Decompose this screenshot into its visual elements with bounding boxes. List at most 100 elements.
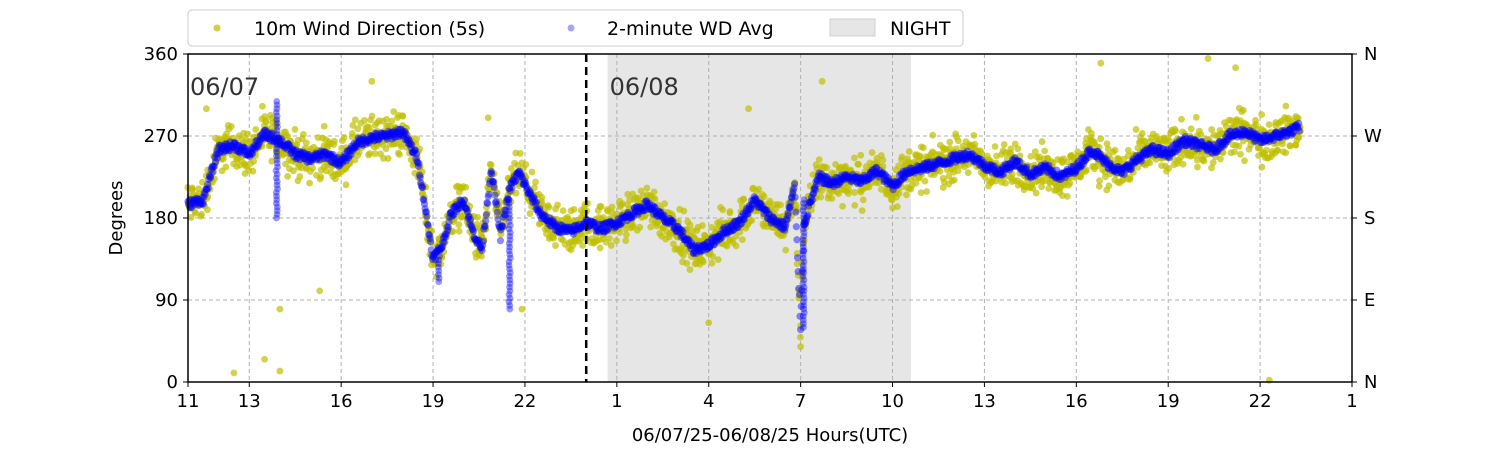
- wind-5s-point: [629, 222, 637, 230]
- wind-5s-point: [188, 186, 196, 194]
- wind-5s-point: [921, 177, 929, 185]
- wind-5s-point: [577, 235, 584, 243]
- wind-5s-point: [366, 150, 374, 157]
- wind-5s-point: [838, 172, 846, 180]
- wind-5s-point: [1095, 182, 1103, 190]
- wind-5s-point: [839, 202, 846, 210]
- wind-5s-point: [538, 194, 546, 201]
- wind-5s-point: [893, 203, 901, 211]
- wd-avg-point: [460, 196, 468, 204]
- wind-5s-point: [1282, 149, 1290, 157]
- wind-5s-point: [358, 143, 366, 151]
- wind-5s-point: [679, 251, 687, 259]
- wind-5s-point: [1087, 129, 1095, 137]
- wind-5s-point: [478, 252, 485, 260]
- wind-5s-point: [403, 124, 410, 132]
- wind-5s-point: [427, 239, 435, 247]
- legend-label-night: NIGHT: [890, 18, 951, 40]
- wd-avg-point: [427, 237, 435, 246]
- wind-5s-point: [431, 260, 439, 268]
- wind-5s-point: [782, 246, 790, 254]
- x-tick-label: 7: [795, 391, 806, 412]
- wind-5s-point: [390, 108, 398, 116]
- wind-5s-point: [354, 125, 362, 133]
- wind-5s-point: [723, 242, 731, 250]
- wind-5s-point: [1232, 64, 1239, 72]
- wind-5s-point: [495, 201, 503, 209]
- wind-5s-point: [454, 196, 462, 204]
- wind-5s-point: [349, 122, 357, 129]
- wind-5s-point: [719, 206, 727, 214]
- wind-5s-point: [382, 145, 390, 153]
- wd-avg-point: [482, 211, 490, 219]
- wind-5s-point: [991, 143, 999, 150]
- wind-5s-point: [509, 179, 517, 187]
- wind-5s-point: [817, 193, 825, 201]
- wind-5s-point: [222, 163, 230, 171]
- wind-5s-point: [669, 240, 677, 248]
- wind-5s-point: [624, 190, 632, 198]
- wind-5s-point: [371, 150, 379, 158]
- wind-5s-point: [552, 242, 559, 249]
- wd-avg-point: [412, 150, 421, 158]
- wind-5s-point: [219, 155, 227, 163]
- wind-5s-point: [531, 184, 538, 192]
- wind-5s-point: [748, 217, 756, 224]
- wind-5s-point: [616, 229, 624, 236]
- wind-5s-point: [340, 134, 348, 141]
- legend-marker-wind-5s: [213, 24, 221, 32]
- wind-5s-point: [428, 227, 436, 235]
- wind-5s-point: [1172, 127, 1179, 135]
- wind-5s-point: [699, 258, 707, 266]
- wind-5s-point: [709, 253, 717, 260]
- x-tick-label: 13: [238, 391, 261, 412]
- wind-5s-point: [1111, 146, 1119, 154]
- wind-5s-point: [954, 137, 962, 145]
- wd-avg-point: [1295, 127, 1303, 135]
- wind-5s-point: [490, 182, 498, 190]
- wind-5s-point: [675, 218, 683, 226]
- wind-5s-point: [206, 185, 214, 193]
- wind-5s-point: [455, 221, 463, 229]
- wind-5s-point: [1263, 146, 1270, 154]
- wind-5s-point: [368, 112, 376, 120]
- wind-5s-point: [845, 186, 852, 194]
- wind-5s-point: [262, 118, 270, 126]
- legend-marker-night: [829, 18, 876, 37]
- wind-5s-point: [683, 259, 691, 267]
- legend-label-wind-5s: 10m Wind Direction (5s): [254, 18, 485, 40]
- wind-5s-point: [252, 152, 259, 160]
- wind-5s-point: [1063, 192, 1071, 200]
- wind-5s-point: [482, 212, 490, 220]
- wind-5s-point: [250, 157, 258, 165]
- wind-5s-point: [636, 223, 644, 231]
- wind-5s-point: [503, 202, 511, 210]
- wind-5s-point: [296, 173, 304, 180]
- wind-5s-point: [493, 189, 501, 197]
- wind-5s-point: [859, 196, 867, 204]
- wind-5s-point: [202, 105, 210, 113]
- wind-5s-point: [545, 203, 553, 211]
- wind-5s-point: [451, 215, 458, 223]
- wind-5s-point: [483, 203, 490, 211]
- wind-5s-point: [1045, 185, 1053, 192]
- wind-5s-point: [732, 242, 740, 250]
- wind-5s-point: [697, 250, 704, 257]
- wind-5s-point: [230, 369, 238, 377]
- wind-5s-point: [798, 259, 806, 266]
- legend-marker-wd-avg: [567, 24, 575, 32]
- wind-5s-point: [971, 140, 979, 148]
- wind-5s-point: [204, 193, 212, 200]
- wind-5s-point: [244, 130, 251, 138]
- wind-5s-point: [276, 305, 284, 313]
- wd-avg-point: [792, 208, 800, 216]
- wind-5s-point: [647, 223, 655, 231]
- wind-5s-point: [1105, 182, 1113, 190]
- wind-5s-point: [272, 117, 280, 125]
- wind-5s-point: [198, 178, 206, 186]
- wind-5s-point: [1239, 106, 1247, 114]
- wind-5s-point: [789, 190, 797, 198]
- wind-5s-point: [507, 198, 515, 206]
- wind-5s-point: [857, 151, 865, 159]
- wind-5s-point: [643, 184, 651, 192]
